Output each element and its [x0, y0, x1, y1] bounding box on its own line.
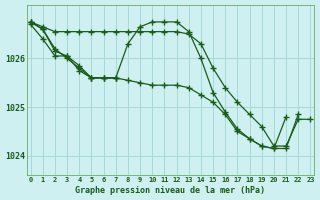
X-axis label: Graphe pression niveau de la mer (hPa): Graphe pression niveau de la mer (hPa) [76, 186, 266, 195]
